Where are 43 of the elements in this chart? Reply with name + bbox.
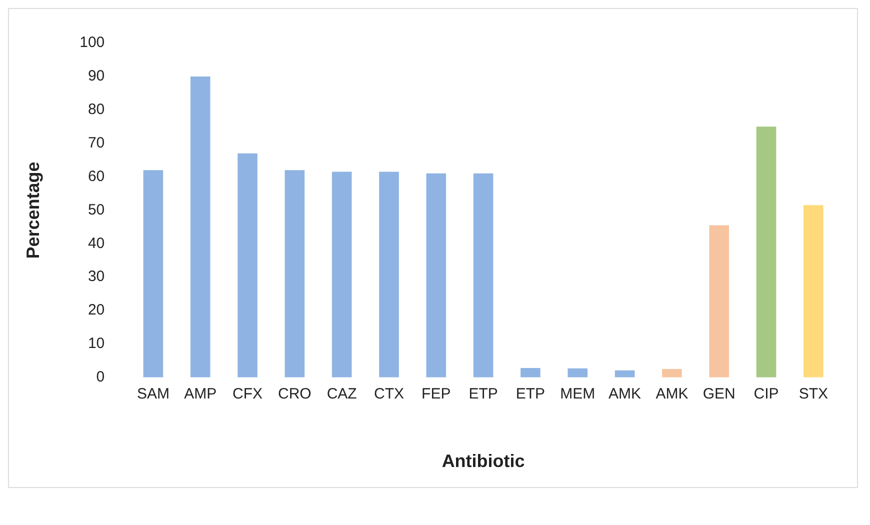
y-tick-label: 20: [88, 302, 105, 319]
y-tick-label: 80: [88, 101, 105, 118]
x-tick-label: CTX: [374, 386, 404, 403]
x-tick-label: ETP: [516, 386, 546, 403]
bar: [756, 126, 776, 378]
x-tick-label: AMP: [184, 386, 217, 403]
bar: [804, 205, 824, 378]
y-axis-title: Percentage: [22, 162, 43, 259]
x-tick-label: CAZ: [326, 386, 357, 403]
x-tick-label: MEM: [560, 386, 596, 403]
y-tick-label: 0: [96, 368, 105, 386]
y-tick-label: 90: [88, 68, 105, 85]
y-tick-label: 50: [88, 201, 105, 218]
bar: [190, 76, 210, 378]
y-tick-label: 70: [88, 134, 105, 152]
x-tick-label: CFX: [232, 386, 263, 403]
x-tick-label: CRO: [278, 386, 312, 403]
bar: [520, 368, 540, 378]
x-tick-label: FEP: [422, 386, 451, 403]
y-tick-label: 40: [88, 234, 105, 252]
y-tick-label: 10: [88, 335, 105, 352]
x-tick-label: AMK: [608, 386, 642, 403]
bar: [143, 170, 164, 378]
y-tick-label: 100: [80, 34, 105, 52]
y-tick-label: 60: [88, 168, 105, 185]
bar: [379, 172, 399, 378]
bar: [614, 370, 635, 378]
x-tick-label: STX: [798, 386, 828, 403]
bar: [426, 173, 446, 378]
bar: [568, 368, 588, 378]
x-tick-label: ETP: [468, 386, 498, 403]
bar: [238, 153, 258, 378]
x-tick-label: CIP: [754, 386, 779, 403]
x-tick-label: AMK: [656, 386, 688, 403]
bar: [473, 173, 494, 378]
bar: [284, 170, 305, 378]
x-axis-title: Antibiotic: [442, 451, 525, 472]
x-tick-label: SAM: [136, 386, 170, 403]
bar: [332, 172, 352, 378]
bar: [662, 369, 682, 378]
bar: [709, 225, 730, 378]
x-tick-label: GEN: [702, 386, 736, 403]
y-tick-label: 30: [88, 268, 105, 286]
